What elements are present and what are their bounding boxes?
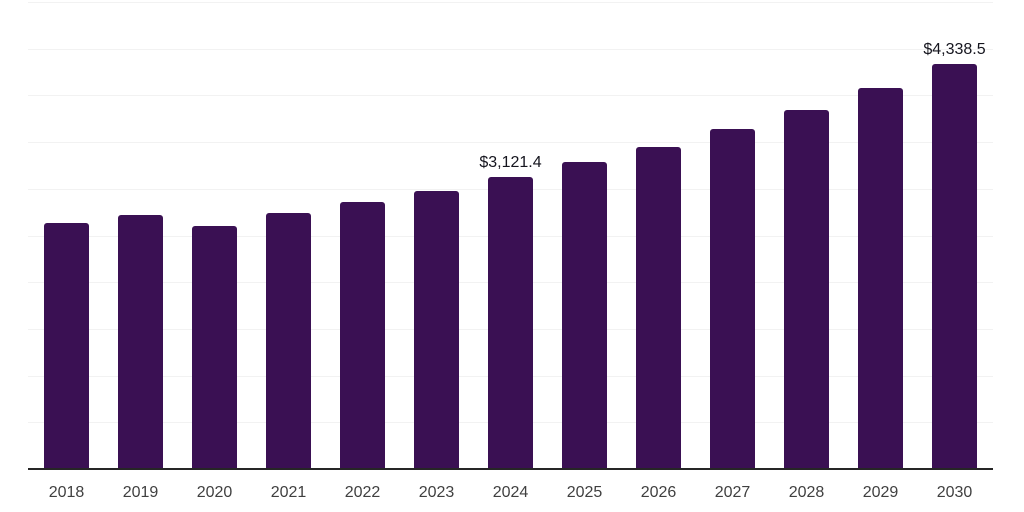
bar-2030 [932,63,977,469]
bar-group-2024: $3,121.4 2024 [479,2,541,501]
bar-2026 [636,147,681,469]
x-axis-label-2026: 2026 [640,484,677,501]
x-axis-label-2030: 2030 [936,484,973,501]
bar-2020 [192,226,237,469]
x-axis-label-2024: 2024 [492,484,529,501]
bar-group-2028: 2028 [784,2,829,501]
bar-2027 [710,129,755,469]
value-label-2030: $4,338.5 [923,40,986,58]
x-axis-line [28,468,993,470]
bar-group-2023: 2023 [414,2,459,501]
gridline [28,95,993,97]
bar-group-2025: 2025 [562,2,607,501]
x-axis-label-2027: 2027 [714,484,751,501]
x-axis-label-2023: 2023 [418,484,455,501]
bar-group-2030: $4,338.5 2030 [923,2,985,500]
bar-2028 [784,109,829,469]
x-axis-label-2029: 2029 [862,484,899,501]
x-axis-label-2022: 2022 [344,484,381,501]
bar-2023 [414,190,459,469]
bar-2022 [340,202,385,469]
bar-2019 [118,214,163,469]
bar-group-2029: 2029 [858,2,903,501]
bar-2018 [44,223,89,469]
bar-group-2027: 2027 [710,2,755,501]
x-axis-label-2021: 2021 [270,484,307,501]
x-axis-label-2028: 2028 [788,484,825,501]
value-label-2024: $3,121.4 [479,154,542,172]
bar-2029 [858,88,903,469]
x-axis-label-2018: 2018 [48,484,85,501]
bar-group-2019: 2019 [118,2,163,501]
bars-container: 2018 2019 2020 2021 2022 2023 $3,121.4 2024 2025… [28,2,993,501]
plot-area: 2018 2019 2020 2021 2022 2023 $3,121.4 2024 2025… [28,2,993,501]
bar-group-2026: 2026 [636,2,681,501]
bar-group-2022: 2022 [340,2,385,501]
x-axis-label-2025: 2025 [566,484,603,501]
gridline [28,2,993,3]
bar-2025 [562,162,607,469]
bar-2024 [488,177,533,469]
bar-group-2018: 2018 [44,2,89,501]
x-axis-label-2019: 2019 [122,484,159,501]
bar-group-2020: 2020 [192,2,237,501]
bar-group-2021: 2021 [266,2,311,501]
bar-2021 [266,213,311,469]
x-axis-label-2020: 2020 [196,484,233,501]
gridline [28,48,993,50]
gridline [28,142,993,144]
